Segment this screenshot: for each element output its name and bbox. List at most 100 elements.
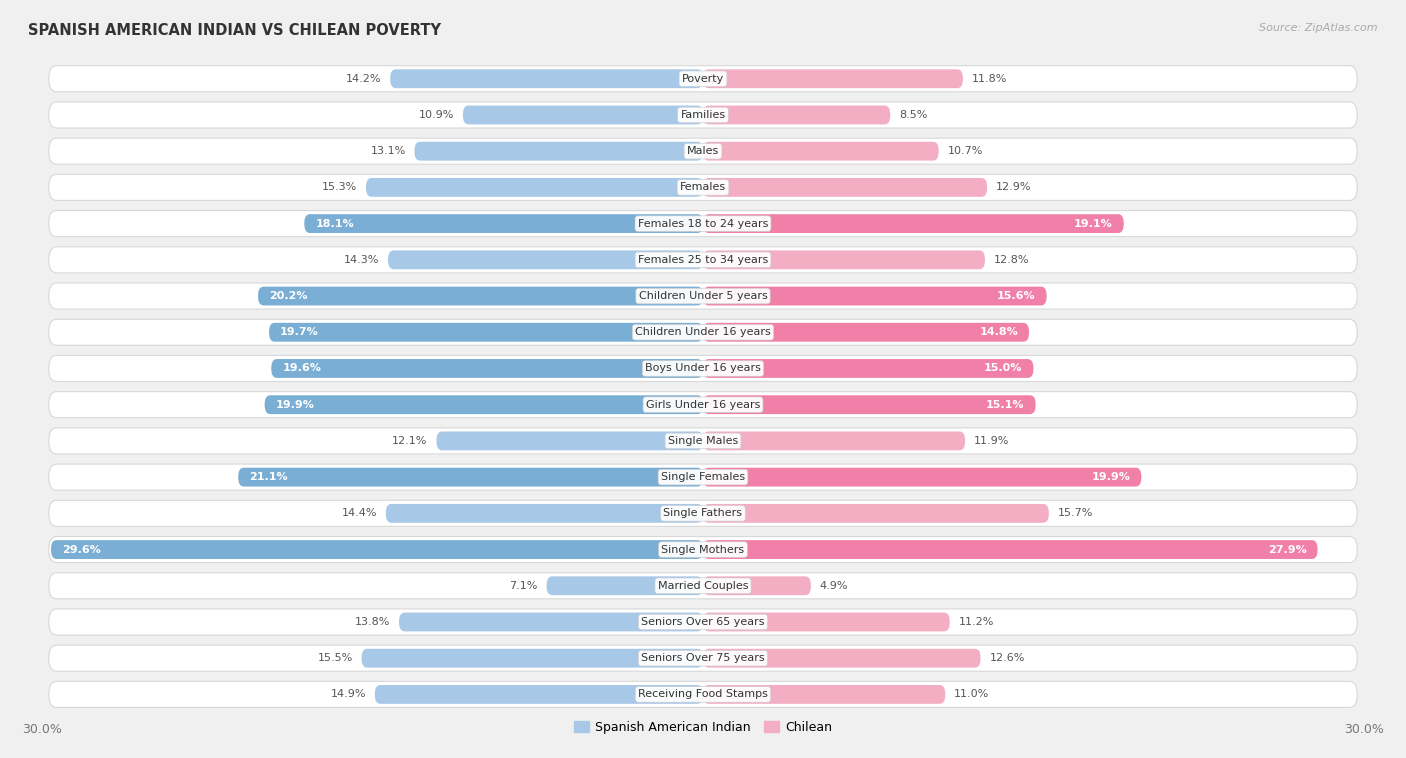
FancyBboxPatch shape [49, 174, 1357, 200]
Text: 11.8%: 11.8% [972, 74, 1007, 83]
Text: Females 25 to 34 years: Females 25 to 34 years [638, 255, 768, 265]
Text: Single Females: Single Females [661, 472, 745, 482]
FancyBboxPatch shape [703, 685, 945, 704]
Text: 11.9%: 11.9% [974, 436, 1010, 446]
Text: Single Males: Single Males [668, 436, 738, 446]
Text: 13.1%: 13.1% [370, 146, 405, 156]
FancyBboxPatch shape [703, 142, 939, 161]
FancyBboxPatch shape [49, 645, 1357, 672]
FancyBboxPatch shape [703, 323, 1029, 342]
FancyBboxPatch shape [49, 392, 1357, 418]
FancyBboxPatch shape [264, 395, 703, 414]
Text: 12.8%: 12.8% [994, 255, 1029, 265]
FancyBboxPatch shape [703, 576, 811, 595]
Text: 20.2%: 20.2% [269, 291, 308, 301]
FancyBboxPatch shape [703, 431, 965, 450]
FancyBboxPatch shape [269, 323, 703, 342]
FancyBboxPatch shape [415, 142, 703, 161]
Text: Married Couples: Married Couples [658, 581, 748, 590]
FancyBboxPatch shape [49, 138, 1357, 164]
FancyBboxPatch shape [385, 504, 703, 523]
FancyBboxPatch shape [375, 685, 703, 704]
Text: Boys Under 16 years: Boys Under 16 years [645, 364, 761, 374]
FancyBboxPatch shape [49, 537, 1357, 562]
FancyBboxPatch shape [436, 431, 703, 450]
Text: Females 18 to 24 years: Females 18 to 24 years [638, 218, 768, 229]
Text: Children Under 16 years: Children Under 16 years [636, 327, 770, 337]
Text: 15.0%: 15.0% [984, 364, 1022, 374]
FancyBboxPatch shape [49, 211, 1357, 236]
Text: 15.1%: 15.1% [986, 399, 1025, 409]
FancyBboxPatch shape [49, 247, 1357, 273]
FancyBboxPatch shape [703, 287, 1046, 305]
Text: 7.1%: 7.1% [509, 581, 537, 590]
Legend: Spanish American Indian, Chilean: Spanish American Indian, Chilean [569, 716, 837, 739]
Text: Poverty: Poverty [682, 74, 724, 83]
Text: 19.6%: 19.6% [283, 364, 321, 374]
Text: 10.7%: 10.7% [948, 146, 983, 156]
Text: 15.6%: 15.6% [997, 291, 1036, 301]
Text: 15.3%: 15.3% [322, 183, 357, 193]
FancyBboxPatch shape [703, 250, 986, 269]
Text: 8.5%: 8.5% [898, 110, 928, 120]
Text: SPANISH AMERICAN INDIAN VS CHILEAN POVERTY: SPANISH AMERICAN INDIAN VS CHILEAN POVER… [28, 23, 441, 38]
Text: 18.1%: 18.1% [315, 218, 354, 229]
Text: 15.7%: 15.7% [1057, 509, 1092, 518]
FancyBboxPatch shape [366, 178, 703, 197]
FancyBboxPatch shape [703, 649, 980, 668]
FancyBboxPatch shape [703, 612, 949, 631]
Text: 15.5%: 15.5% [318, 653, 353, 663]
Text: 19.9%: 19.9% [276, 399, 315, 409]
Text: 29.6%: 29.6% [62, 544, 101, 555]
Text: 21.1%: 21.1% [249, 472, 288, 482]
Text: Seniors Over 75 years: Seniors Over 75 years [641, 653, 765, 663]
Text: Males: Males [688, 146, 718, 156]
Text: 13.8%: 13.8% [354, 617, 391, 627]
FancyBboxPatch shape [547, 576, 703, 595]
Text: 14.2%: 14.2% [346, 74, 381, 83]
FancyBboxPatch shape [703, 178, 987, 197]
FancyBboxPatch shape [238, 468, 703, 487]
Text: 19.1%: 19.1% [1074, 218, 1112, 229]
Text: 11.0%: 11.0% [955, 690, 990, 700]
Text: 12.9%: 12.9% [995, 183, 1032, 193]
Text: 14.8%: 14.8% [979, 327, 1018, 337]
FancyBboxPatch shape [49, 356, 1357, 381]
Text: 11.2%: 11.2% [959, 617, 994, 627]
FancyBboxPatch shape [703, 468, 1142, 487]
FancyBboxPatch shape [49, 609, 1357, 635]
FancyBboxPatch shape [49, 573, 1357, 599]
Text: 19.7%: 19.7% [280, 327, 319, 337]
FancyBboxPatch shape [49, 66, 1357, 92]
Text: 10.9%: 10.9% [419, 110, 454, 120]
FancyBboxPatch shape [51, 540, 703, 559]
Text: 12.6%: 12.6% [990, 653, 1025, 663]
FancyBboxPatch shape [271, 359, 703, 378]
Text: Single Mothers: Single Mothers [661, 544, 745, 555]
FancyBboxPatch shape [361, 649, 703, 668]
FancyBboxPatch shape [703, 105, 890, 124]
FancyBboxPatch shape [49, 319, 1357, 346]
FancyBboxPatch shape [399, 612, 703, 631]
Text: 12.1%: 12.1% [392, 436, 427, 446]
Text: 14.3%: 14.3% [344, 255, 380, 265]
Text: Females: Females [681, 183, 725, 193]
FancyBboxPatch shape [259, 287, 703, 305]
FancyBboxPatch shape [49, 464, 1357, 490]
FancyBboxPatch shape [388, 250, 703, 269]
FancyBboxPatch shape [703, 540, 1317, 559]
Text: 14.4%: 14.4% [342, 509, 377, 518]
Text: Source: ZipAtlas.com: Source: ZipAtlas.com [1260, 23, 1378, 33]
FancyBboxPatch shape [49, 102, 1357, 128]
FancyBboxPatch shape [49, 428, 1357, 454]
Text: Children Under 5 years: Children Under 5 years [638, 291, 768, 301]
FancyBboxPatch shape [304, 215, 703, 233]
FancyBboxPatch shape [463, 105, 703, 124]
FancyBboxPatch shape [703, 359, 1033, 378]
FancyBboxPatch shape [49, 500, 1357, 526]
FancyBboxPatch shape [703, 395, 1036, 414]
FancyBboxPatch shape [703, 504, 1049, 523]
Text: 4.9%: 4.9% [820, 581, 848, 590]
Text: Seniors Over 65 years: Seniors Over 65 years [641, 617, 765, 627]
FancyBboxPatch shape [703, 69, 963, 88]
